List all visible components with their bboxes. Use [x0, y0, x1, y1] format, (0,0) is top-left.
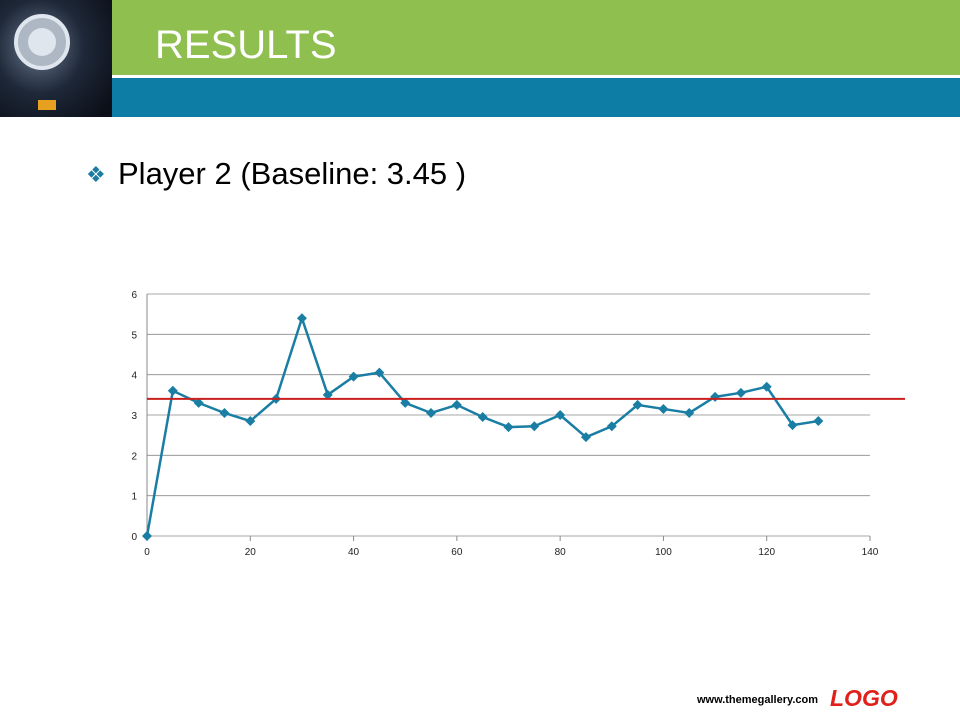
y-tick-label: 1	[131, 492, 137, 503]
marker	[193, 397, 204, 408]
marker	[735, 387, 746, 398]
x-tick-label: 80	[555, 547, 567, 558]
marker	[219, 407, 230, 418]
marker	[813, 416, 824, 427]
header-divider	[112, 75, 960, 78]
y-tick-label: 0	[131, 532, 137, 543]
marker	[142, 531, 152, 541]
marker	[245, 416, 256, 427]
x-tick-label: 140	[862, 547, 879, 558]
marker	[322, 389, 333, 400]
marker	[400, 397, 411, 408]
marker	[632, 399, 643, 410]
slide-title: RESULTS	[155, 23, 337, 67]
x-tick-label: 0	[144, 547, 150, 558]
x-tick-label: 60	[451, 547, 463, 558]
marker	[529, 421, 540, 432]
series-line	[145, 314, 819, 537]
x-tick-label: 20	[245, 547, 257, 558]
y-tick-label: 3	[131, 411, 137, 422]
y-tick-label: 5	[131, 330, 137, 341]
x-tick-label: 120	[758, 547, 775, 558]
marker	[426, 407, 437, 418]
marker	[658, 403, 669, 414]
indicator	[38, 100, 56, 110]
marker	[503, 422, 514, 433]
header-band	[112, 0, 960, 75]
marker	[296, 313, 307, 324]
marker	[787, 420, 798, 431]
y-tick-label: 2	[131, 451, 137, 462]
marker	[477, 412, 488, 423]
x-tick-label: 100	[655, 547, 672, 558]
marker	[580, 432, 591, 443]
bullet-text: Player 2 (Baseline: 3.45 )	[118, 156, 466, 191]
marker	[348, 371, 359, 382]
marker	[761, 381, 772, 392]
footer-logo: LOGO	[830, 685, 898, 711]
marker	[606, 421, 617, 432]
header-stripe	[112, 78, 960, 117]
marker	[684, 407, 695, 418]
y-tick-label: 6	[131, 290, 137, 301]
marker	[451, 399, 462, 410]
footer-url: www.themegallery.com	[696, 694, 818, 706]
y-tick-label: 4	[131, 371, 137, 382]
bullet-icon: ❖	[86, 162, 106, 187]
headlight-inner	[28, 28, 56, 56]
marker	[555, 410, 566, 420]
x-tick-label: 40	[348, 547, 360, 558]
marker	[167, 385, 178, 396]
marker	[374, 367, 385, 378]
